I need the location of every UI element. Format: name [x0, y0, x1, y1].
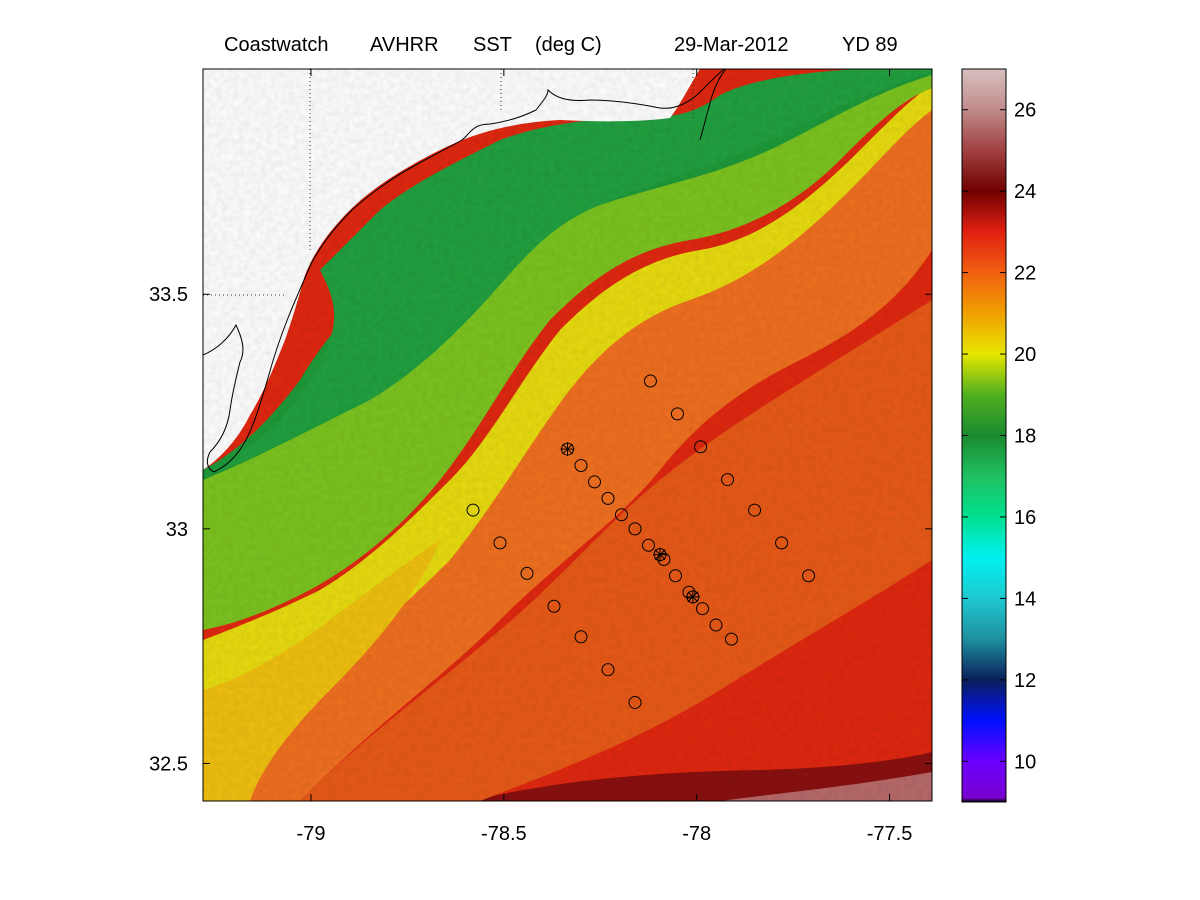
title-sensor: AVHRR — [370, 34, 439, 56]
y-tick-label: 32.5 — [149, 753, 188, 775]
colorbar-tick-label: 26 — [1014, 100, 1036, 122]
station-marker — [724, 632, 738, 646]
colorbar-ticks: 10 12 14 16 18 20 22 24 26 — [962, 100, 1036, 773]
station-marker — [601, 491, 615, 505]
station-marker — [696, 602, 709, 616]
station-marker — [694, 440, 708, 454]
title-date: 29-Mar-2012 — [674, 34, 789, 56]
station-marker — [601, 663, 615, 677]
map-title: Coastwatch AVHRR SST (deg C) 29-Mar-2012… — [224, 34, 898, 56]
station-markers — [466, 374, 816, 709]
station-marker — [520, 566, 534, 580]
title-yearday: YD 89 — [842, 34, 898, 56]
station-marker — [574, 459, 588, 472]
coastline — [202, 68, 725, 473]
station-marker — [670, 407, 684, 421]
colorbar-tick-label: 20 — [1014, 344, 1036, 366]
colorbar-tick-label: 10 — [1014, 751, 1036, 773]
station-marker — [721, 473, 735, 487]
station-marker — [709, 618, 723, 632]
y-axis: 33.5 33 32.5 — [149, 284, 932, 775]
station-marker — [493, 536, 507, 550]
station-marker — [547, 599, 561, 613]
station-marker — [748, 503, 762, 517]
coastline-barrier-island — [699, 68, 727, 141]
station-marker — [588, 475, 601, 489]
station-marker — [628, 695, 642, 709]
station-marker — [574, 630, 588, 644]
x-tick-label: -78 — [682, 823, 711, 845]
station-marker — [615, 508, 628, 522]
colorbar-tick-label: 12 — [1014, 670, 1036, 692]
station-marker — [802, 569, 816, 583]
station-marker — [643, 374, 657, 388]
colorbar-ramp — [962, 69, 1006, 802]
colorbar-tick-label: 22 — [1014, 263, 1036, 285]
station-marker — [642, 538, 655, 552]
station-marker — [775, 536, 789, 550]
plot-frame — [202, 68, 933, 802]
title-units: (deg C) — [535, 34, 602, 56]
station-marker — [657, 552, 671, 566]
grid-lines — [203, 69, 694, 296]
x-axis: -79 -78.5 -78 -77.5 — [297, 69, 913, 845]
y-tick-label: 33 — [166, 519, 188, 541]
x-tick-label: -78.5 — [481, 823, 527, 845]
station-marker — [682, 585, 696, 599]
x-tick-label: -79 — [297, 823, 326, 845]
title-variable: SST — [473, 34, 512, 56]
y-tick-label: 33.5 — [149, 284, 188, 306]
cast-marker — [685, 589, 700, 604]
station-marker — [466, 503, 480, 517]
title-source: Coastwatch — [224, 34, 329, 56]
colorbar-tick-label: 14 — [1014, 588, 1036, 610]
colorbar-tick-label: 18 — [1014, 426, 1036, 448]
colorbar-tick-label: 24 — [1014, 181, 1036, 203]
station-marker — [628, 522, 642, 536]
colorbar-tick-label: 16 — [1014, 507, 1036, 529]
x-tick-label: -77.5 — [867, 823, 913, 845]
colorbar: 10 12 14 16 18 20 22 24 26 — [961, 68, 1036, 803]
cast-marker — [560, 442, 575, 457]
station-marker — [669, 569, 682, 583]
